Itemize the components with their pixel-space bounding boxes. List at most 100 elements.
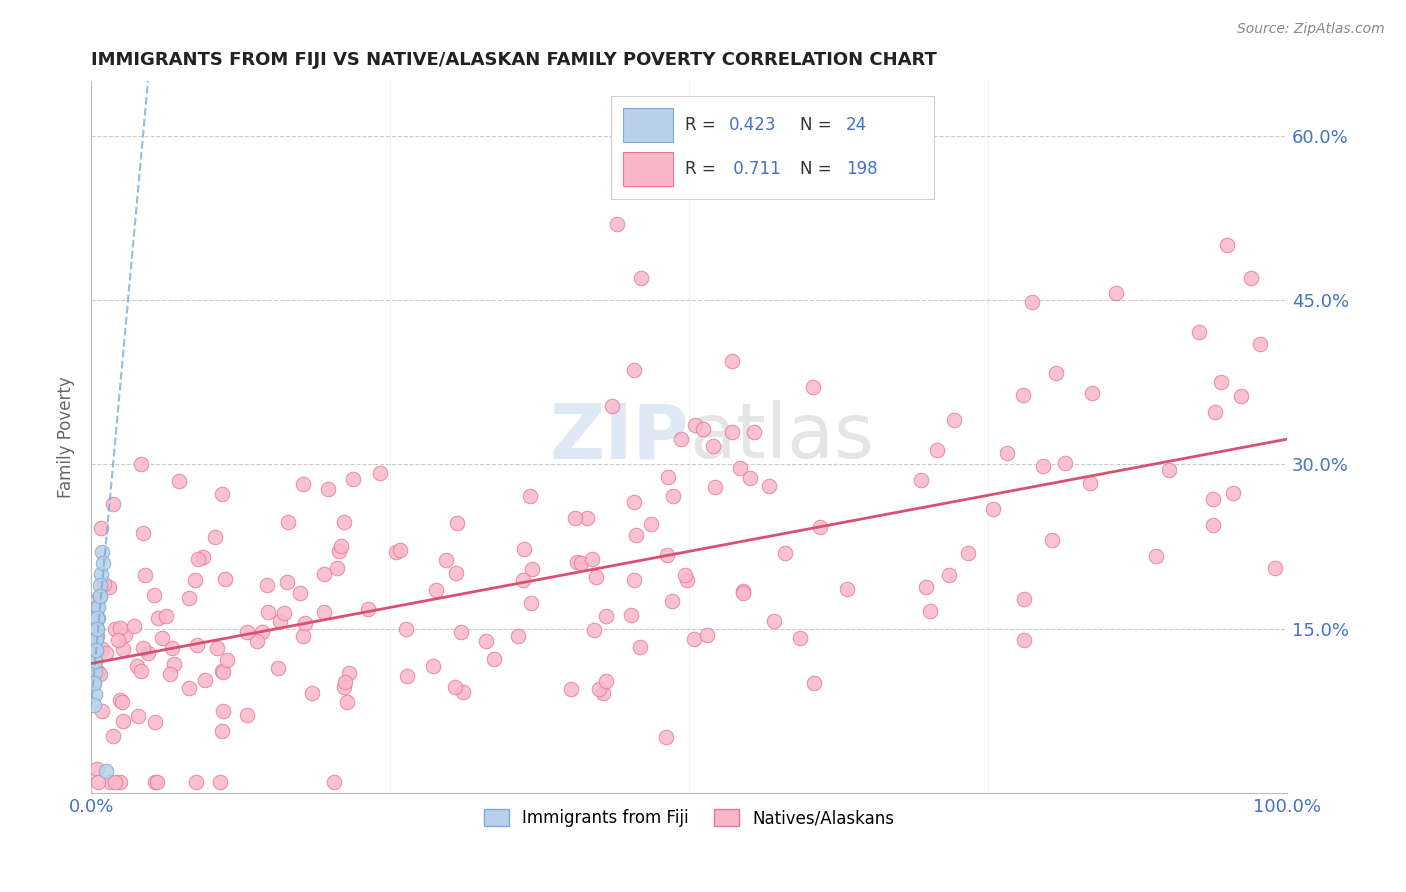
Point	[422, 659, 444, 673]
Point	[148, 611, 170, 625]
Point	[294, 616, 316, 631]
Point	[692, 422, 714, 436]
Point	[683, 417, 706, 432]
Text: R =: R =	[685, 116, 721, 134]
Point	[446, 566, 468, 581]
Point	[136, 646, 159, 660]
Point	[214, 572, 236, 586]
Point	[1021, 295, 1043, 310]
Point	[1012, 592, 1035, 607]
Point	[519, 489, 541, 503]
Point	[129, 457, 152, 471]
Point	[177, 681, 200, 696]
Point	[1157, 462, 1180, 476]
Point	[90, 545, 112, 559]
Point	[292, 476, 315, 491]
Point	[186, 638, 208, 652]
Point	[368, 466, 391, 480]
Point	[703, 480, 725, 494]
Point	[655, 548, 678, 562]
Point	[733, 584, 755, 599]
Point	[1105, 286, 1128, 301]
Point	[150, 631, 173, 645]
Point	[328, 543, 350, 558]
Point	[389, 542, 412, 557]
Point	[995, 446, 1018, 460]
Point	[93, 577, 115, 591]
Point	[1188, 325, 1211, 339]
Point	[104, 622, 127, 636]
Point	[1202, 518, 1225, 533]
Point	[110, 774, 132, 789]
Point	[623, 363, 645, 377]
Point	[94, 764, 117, 778]
Text: Source: ZipAtlas.com: Source: ZipAtlas.com	[1237, 22, 1385, 37]
Point	[731, 585, 754, 599]
Text: 0.423: 0.423	[728, 116, 776, 134]
Point	[94, 646, 117, 660]
Point	[211, 704, 233, 718]
Point	[215, 653, 238, 667]
Point	[662, 489, 685, 503]
Point	[84, 643, 107, 657]
Point	[1230, 389, 1253, 403]
Point	[155, 608, 177, 623]
Point	[623, 574, 645, 588]
Point	[1222, 486, 1244, 500]
Point	[127, 708, 149, 723]
Point	[86, 763, 108, 777]
Point	[1032, 458, 1054, 473]
Point	[1045, 366, 1067, 380]
Point	[606, 217, 628, 231]
Point	[89, 589, 111, 603]
Point	[623, 495, 645, 509]
Y-axis label: Family Poverty: Family Poverty	[58, 376, 75, 498]
Point	[938, 568, 960, 582]
Point	[87, 774, 110, 789]
Point	[83, 676, 105, 690]
Point	[256, 605, 278, 619]
Point	[775, 546, 797, 560]
Point	[620, 607, 643, 622]
Point	[1012, 632, 1035, 647]
Point	[482, 652, 505, 666]
Point	[312, 605, 335, 619]
Point	[333, 680, 356, 694]
Point	[236, 625, 259, 640]
Point	[291, 629, 314, 643]
Point	[1209, 376, 1232, 390]
Point	[179, 591, 201, 605]
Point	[208, 774, 231, 789]
Point	[143, 588, 166, 602]
Point	[956, 546, 979, 560]
Text: ZIP: ZIP	[550, 400, 689, 474]
Point	[97, 580, 120, 594]
Point	[835, 582, 858, 597]
Text: 0.711: 0.711	[728, 160, 782, 178]
Point	[671, 432, 693, 446]
Point	[582, 623, 605, 637]
Text: N =: N =	[800, 116, 837, 134]
Point	[1144, 549, 1167, 563]
Point	[91, 556, 114, 570]
Point	[205, 641, 228, 656]
Point	[134, 568, 156, 582]
Point	[333, 516, 356, 530]
Point	[84, 632, 107, 647]
Point	[801, 380, 824, 394]
Point	[211, 723, 233, 738]
FancyBboxPatch shape	[612, 95, 934, 199]
Point	[129, 664, 152, 678]
Point	[236, 708, 259, 723]
Point	[910, 474, 932, 488]
Point	[167, 474, 190, 488]
Point	[595, 609, 617, 624]
Point	[520, 596, 543, 610]
Point	[211, 487, 233, 501]
Point	[83, 676, 105, 690]
Point	[83, 687, 105, 701]
Point	[87, 599, 110, 614]
Point	[1012, 387, 1035, 401]
Point	[564, 511, 586, 525]
Point	[337, 666, 360, 681]
